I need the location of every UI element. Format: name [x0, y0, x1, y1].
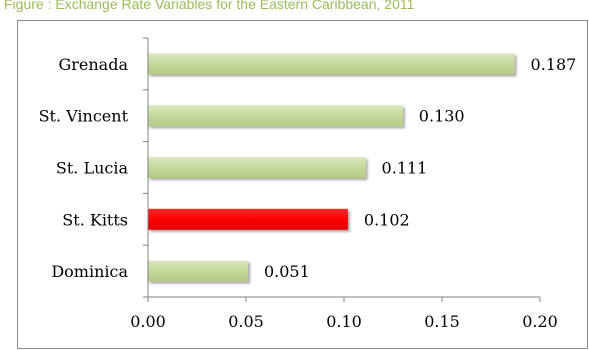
data-label-dominica: 0.051: [264, 262, 310, 281]
data-label-st-vincent: 0.130: [419, 107, 465, 126]
chart-frame: [17, 20, 588, 349]
category-label-st-vincent: St. Vincent: [39, 107, 129, 126]
chart-caption: Figure : Exchange Rate Variables for the…: [4, 0, 415, 12]
x-tick-label: 0.00: [130, 312, 166, 331]
data-label-grenada: 0.187: [531, 55, 577, 74]
x-tick-label: 0.20: [522, 312, 558, 331]
bar-dominica: [148, 260, 248, 282]
bar-st-lucia: [148, 157, 366, 178]
bar-st-kitts: [148, 208, 348, 230]
data-label-st-kitts: 0.102: [364, 210, 410, 229]
category-label-grenada: Grenada: [58, 55, 128, 74]
x-tick-label: 0.05: [228, 312, 264, 331]
bar-st-vincent: [148, 105, 403, 127]
data-label-st-lucia: 0.111: [382, 159, 428, 178]
category-label-st-kitts: St. Kitts: [62, 210, 128, 229]
x-tick-label: 0.10: [326, 312, 362, 331]
category-label-st-lucia: St. Lucia: [56, 159, 129, 178]
x-tick-label: 0.15: [424, 312, 460, 331]
bar-grenada: [148, 53, 515, 75]
category-label-dominica: Dominica: [51, 262, 128, 281]
